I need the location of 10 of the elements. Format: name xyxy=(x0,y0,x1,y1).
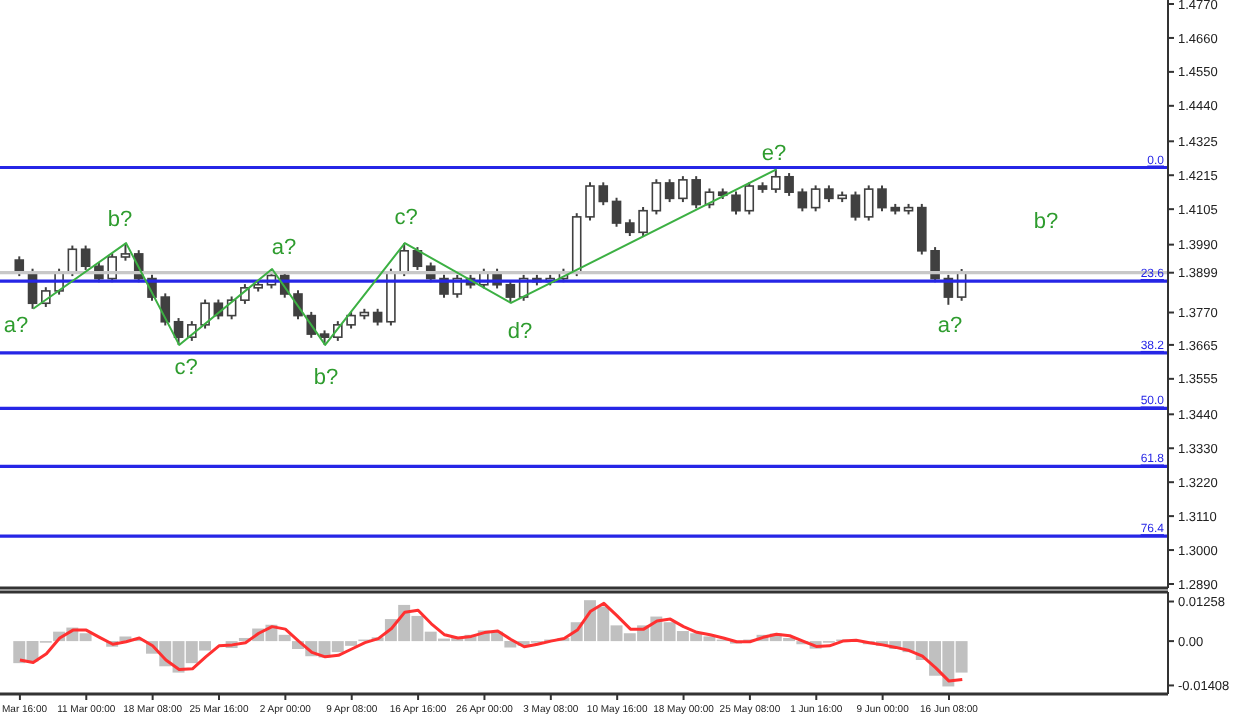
annotation: a? xyxy=(3,313,29,338)
annotation: c? xyxy=(394,205,418,230)
annotation: e? xyxy=(761,141,787,166)
annotation: b? xyxy=(107,207,133,232)
annotation: b? xyxy=(1033,209,1059,234)
annotation: d? xyxy=(507,319,533,344)
annotation: b? xyxy=(313,365,339,390)
annotation: a? xyxy=(271,235,297,260)
annotation: a? xyxy=(937,313,963,338)
annotation: c? xyxy=(174,355,198,380)
